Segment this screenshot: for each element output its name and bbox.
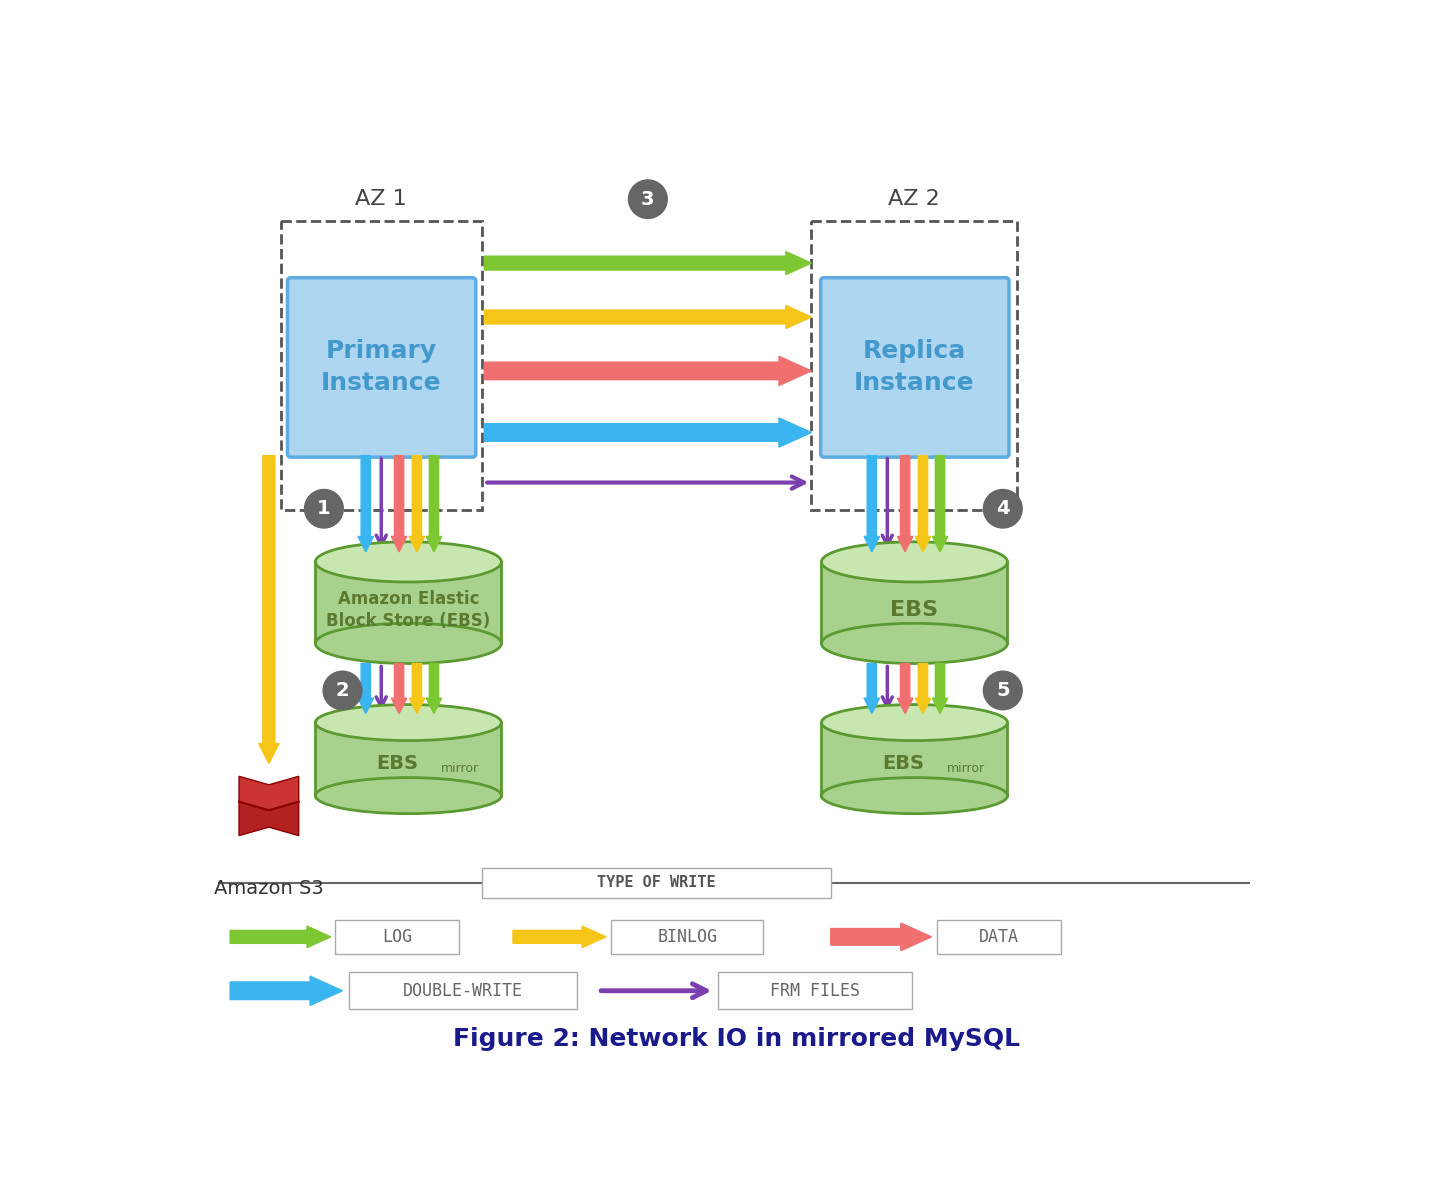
Text: 4: 4 (997, 500, 1009, 519)
Text: FRM FILES: FRM FILES (771, 981, 860, 1000)
FancyArrow shape (932, 664, 948, 714)
Text: EBS: EBS (881, 754, 923, 773)
FancyArrow shape (485, 252, 811, 274)
Circle shape (984, 490, 1022, 528)
FancyArrow shape (391, 664, 407, 714)
Bar (938, 920, 1061, 954)
Text: Replica
Instance: Replica Instance (854, 339, 975, 395)
FancyArrow shape (485, 305, 811, 328)
Bar (821, 722, 1008, 795)
FancyArrow shape (897, 455, 913, 552)
Text: TYPE OF WRITE: TYPE OF WRITE (597, 876, 716, 890)
Text: DOUBLE-WRITE: DOUBLE-WRITE (403, 981, 522, 1000)
Text: 1: 1 (318, 500, 331, 519)
Text: EBS: EBS (375, 754, 418, 773)
Text: AZ 1: AZ 1 (355, 189, 407, 210)
Circle shape (305, 490, 344, 528)
Ellipse shape (315, 778, 502, 813)
Bar (280, 220, 482, 509)
Text: 3: 3 (641, 189, 654, 208)
Text: LOG: LOG (381, 928, 411, 946)
Text: mirror: mirror (948, 762, 985, 775)
Text: Primary
Instance: Primary Instance (321, 339, 441, 395)
Ellipse shape (821, 541, 1008, 582)
Text: EBS: EBS (890, 600, 939, 619)
FancyArrow shape (230, 926, 331, 948)
FancyArrow shape (915, 664, 930, 714)
FancyArrow shape (831, 922, 932, 951)
Ellipse shape (315, 623, 502, 664)
FancyArrow shape (426, 455, 441, 552)
FancyBboxPatch shape (288, 278, 476, 458)
Bar (315, 562, 502, 643)
Text: mirror: mirror (441, 762, 479, 775)
Bar (821, 562, 1008, 643)
Text: Amazon Elastic
Block Store (EBS): Amazon Elastic Block Store (EBS) (326, 589, 490, 630)
Bar (315, 722, 502, 795)
Ellipse shape (315, 704, 502, 740)
FancyArrow shape (864, 455, 880, 552)
FancyArrow shape (410, 664, 424, 714)
Ellipse shape (821, 778, 1008, 813)
Bar (611, 920, 762, 954)
Text: Amazon S3: Amazon S3 (214, 879, 324, 898)
Text: 2: 2 (335, 680, 349, 700)
Ellipse shape (821, 704, 1008, 740)
Circle shape (628, 180, 667, 218)
Text: 5: 5 (997, 680, 1009, 700)
FancyArrow shape (915, 455, 930, 552)
FancyArrow shape (259, 455, 279, 763)
FancyArrow shape (426, 664, 441, 714)
FancyArrow shape (230, 976, 342, 1005)
Text: Figure 2: Network IO in mirrored MySQL: Figure 2: Network IO in mirrored MySQL (453, 1027, 1021, 1051)
FancyArrow shape (410, 455, 424, 552)
FancyArrow shape (358, 664, 374, 714)
Bar (482, 867, 831, 898)
FancyBboxPatch shape (821, 278, 1009, 458)
Text: AZ 2: AZ 2 (887, 189, 939, 210)
FancyArrow shape (864, 664, 880, 714)
Text: BINLOG: BINLOG (657, 928, 718, 946)
Bar (811, 220, 1017, 509)
Circle shape (984, 671, 1022, 709)
Bar (719, 973, 912, 1009)
FancyArrow shape (391, 455, 407, 552)
FancyArrow shape (358, 455, 374, 552)
FancyArrow shape (932, 455, 948, 552)
FancyArrow shape (485, 356, 811, 386)
Circle shape (324, 671, 362, 709)
Ellipse shape (315, 541, 502, 582)
Bar (335, 920, 459, 954)
Polygon shape (239, 801, 299, 836)
FancyArrow shape (897, 664, 913, 714)
FancyArrow shape (513, 926, 605, 948)
Text: DATA: DATA (979, 928, 1020, 946)
Polygon shape (239, 776, 299, 810)
FancyArrow shape (485, 418, 811, 447)
Bar (348, 973, 577, 1009)
Ellipse shape (821, 623, 1008, 664)
